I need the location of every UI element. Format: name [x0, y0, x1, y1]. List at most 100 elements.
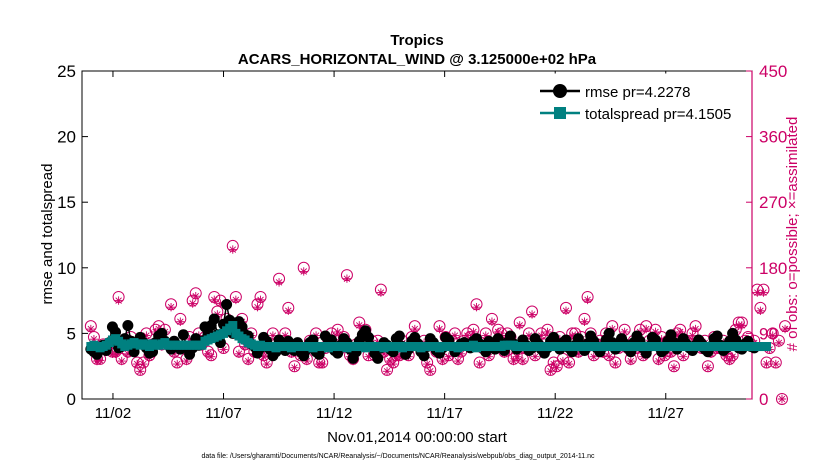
obs-assimilated-point [651, 327, 660, 337]
obs-assimilated-point [364, 352, 373, 361]
obs-assimilated-point [530, 352, 540, 361]
obs-assimilated-point [132, 359, 142, 369]
y-left-tick-label: 15 [57, 193, 76, 212]
obs-assimilated-point [268, 331, 278, 340]
obs-assimilated-point [376, 288, 386, 297]
obs-assimilated-point [688, 331, 697, 340]
obs-assimilated-point [484, 352, 494, 361]
obs-assimilated-point [302, 356, 312, 366]
x-tick-label: 11/17 [426, 405, 462, 422]
obs-assimilated-point [669, 363, 679, 372]
rmse-point [372, 352, 384, 364]
obs-assimilated-point [438, 356, 447, 366]
obs-assimilated-point [142, 331, 151, 340]
data-file-footnote: data file: /Users/gharamti/Documents/NCA… [201, 453, 595, 460]
obs-assimilated-point [722, 352, 731, 361]
obs-assimilated-point [136, 367, 145, 376]
obs-assimilated-point [333, 327, 342, 337]
obs-assimilated-point [203, 349, 213, 359]
y-left-tick-label: 10 [57, 259, 76, 278]
obs-assimilated-point [768, 331, 777, 340]
legend-totalspread-label: totalspread pr=4.1505 [585, 106, 731, 123]
obs-assimilated-point [564, 359, 574, 369]
obs-assimilated-point [626, 356, 635, 366]
obs-assimilated-point [527, 310, 537, 319]
obs-assimilated-point [456, 349, 466, 359]
obs-assimilated-point [472, 302, 481, 312]
obs-assimilated-point [561, 306, 571, 316]
obs-assimilated-point [191, 292, 200, 301]
obs-assimilated-point [515, 321, 524, 330]
obs-assimilated-point [256, 295, 265, 305]
y-left-tick-label: 0 [67, 390, 76, 409]
obs-assimilated-point [675, 327, 685, 337]
x-tick-label: 11/22 [537, 405, 573, 422]
obs-assimilated-point [524, 331, 534, 340]
obs-assimilated-point [228, 245, 237, 254]
obs-possible-point [775, 393, 788, 405]
y-right-tick-label: 270 [759, 193, 787, 212]
rmse-point [122, 320, 134, 332]
obs-assimilated-point [753, 288, 762, 297]
obs-assimilated-point [139, 359, 148, 369]
obs-assimilated-point [583, 295, 592, 305]
obs-assimilated-point [774, 338, 784, 348]
obs-assimilated-point [318, 359, 327, 369]
legend-box [534, 73, 749, 125]
obs-assimilated-point [114, 296, 123, 305]
y-axis-left-label: rmse and totalspread [39, 164, 56, 305]
obs-assimilated-point [182, 356, 191, 366]
obs-assimilated-point [262, 359, 271, 369]
obs-assimilated-point [206, 352, 216, 361]
obs-assimilated-point [259, 352, 268, 361]
y-right-tick-label: 0 [759, 390, 768, 409]
obs-assimilated-point [509, 356, 518, 366]
obs-assimilated-point [422, 359, 432, 369]
obs-assimilated-point [493, 327, 503, 337]
obs-assimilated-point [89, 335, 99, 344]
obs-assimilated-point [725, 356, 734, 366]
obs-assimilated-point [537, 331, 546, 340]
obs-assimilated-point [481, 331, 490, 340]
obs-assimilated-point [274, 278, 284, 287]
obs-assimilated-point [552, 363, 561, 372]
rmse-point [418, 350, 430, 362]
rmse-point [603, 327, 615, 339]
obs-assimilated-point [660, 352, 669, 361]
obs-assimilated-point [728, 352, 737, 361]
y-right-tick-label: 450 [759, 62, 787, 81]
obs-assimilated-point [111, 349, 120, 359]
obs-assimilated-point [216, 299, 225, 308]
rmse-point [177, 329, 189, 341]
legend-totalspread-marker [554, 107, 566, 119]
obs-assimilated-point [589, 352, 598, 361]
rmse-point [393, 330, 405, 342]
rmse-point [208, 313, 220, 325]
obs-assimilated-point [188, 299, 197, 308]
obs-assimilated-point [574, 349, 583, 359]
rmse-point [221, 299, 233, 311]
plot-area: 0 5 10 15 20 25 0 90 180 270 360 450 11/02 11/07 11/12… [57, 62, 792, 422]
x-tick-label: 11/02 [95, 405, 131, 422]
obs-assimilated-point [86, 324, 96, 334]
obs-assimilated-point [253, 302, 262, 312]
x-tick-label: 11/07 [205, 405, 241, 422]
obs-assimilated-point [117, 356, 126, 366]
obs-assimilated-point [620, 327, 629, 337]
obs-assimilated-point [475, 359, 484, 369]
obs-assimilated-point [284, 306, 293, 316]
obs-assimilated-point [219, 345, 228, 354]
obs-assimilated-point [185, 335, 194, 344]
obs-assimilated-point [123, 349, 133, 359]
obs-assimilated-point [654, 356, 663, 366]
legend: rmse pr=4.2278 totalspread pr=4.1505 [534, 73, 749, 125]
y-axis-right-label: # of obs: o=possible; ×=assimilated [784, 117, 801, 352]
obs-assimilated-point [355, 321, 364, 330]
obs-assimilated-point [389, 359, 398, 369]
obs-assimilated-point [435, 324, 444, 334]
obs-assimilated-point [679, 352, 688, 361]
y-left-tick-label: 5 [67, 324, 76, 343]
obs-assimilated-point [234, 349, 244, 359]
totalspread-point [228, 321, 238, 331]
